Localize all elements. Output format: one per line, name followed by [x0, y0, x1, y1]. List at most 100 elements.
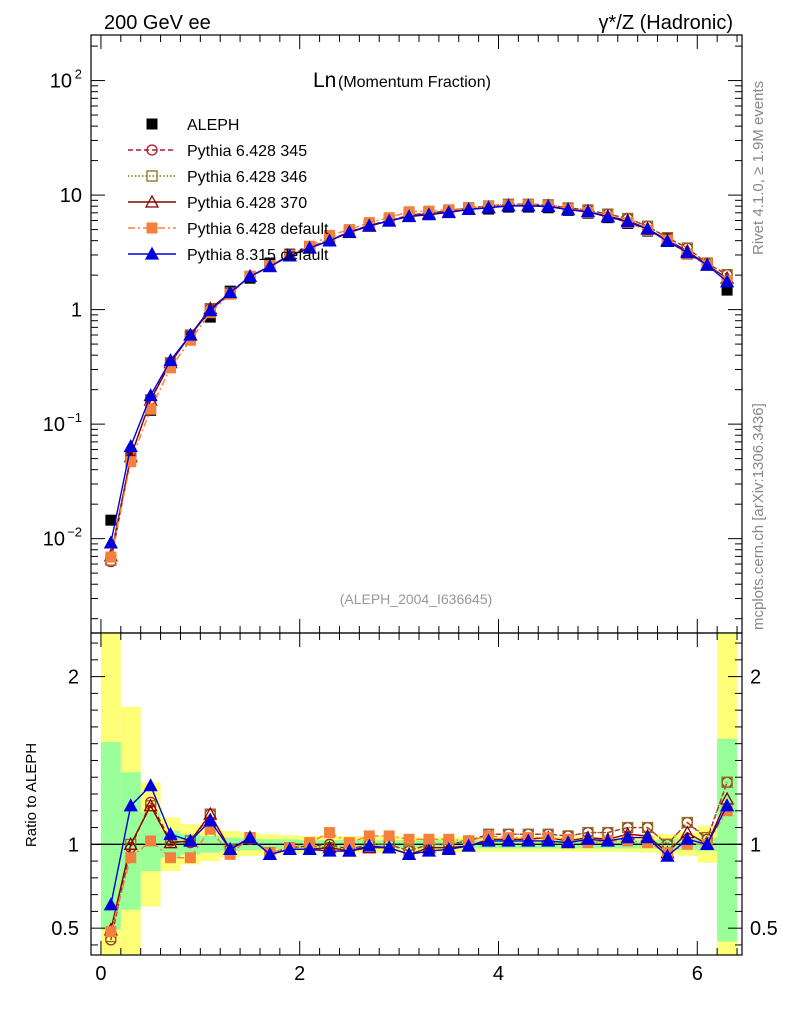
ratio-point [403, 833, 415, 845]
ratio-point [620, 830, 635, 844]
ratio-point [242, 830, 258, 844]
data-point [541, 199, 556, 213]
ratio-point [560, 835, 576, 849]
data-point [560, 202, 576, 216]
x-tick-label: 0 [95, 963, 106, 985]
ratio-point [721, 776, 733, 788]
data-point [125, 456, 137, 468]
ratio-point [580, 831, 596, 845]
data-point [401, 209, 417, 223]
data-point [143, 388, 158, 402]
ratio-point [183, 833, 198, 847]
ratio-point [223, 841, 238, 855]
legend-marker [146, 144, 158, 156]
data-point [501, 198, 516, 212]
ratio-plot: 0.5 0.5 1 1 2 2 0 2 4 6 Ratio to ALEPH [23, 632, 778, 985]
data-point [123, 438, 138, 452]
ratio-y-tick-label: 0.5 [51, 918, 79, 940]
rivet-version-label: Rivet 4.1.0, ≥ 1.9M events [750, 81, 767, 255]
header-process-label: γ*/Z (Hadronic) [599, 12, 733, 34]
ratio-point [143, 778, 158, 792]
data-point [719, 274, 735, 288]
ratio-y-tick-label-right: 1 [750, 834, 761, 856]
legend-marker [146, 118, 158, 130]
ratio-point [145, 835, 157, 847]
ratio-point [421, 843, 437, 857]
ratio-point [481, 833, 496, 847]
ratio-point [103, 897, 118, 911]
ratio-line [110, 798, 728, 931]
y-tick-label: 10 [43, 414, 65, 436]
ratio-point [401, 847, 417, 861]
y-tick-exponent: −2 [67, 525, 82, 540]
x-tick-label: 6 [692, 963, 703, 985]
legend-marker [144, 246, 160, 260]
legend-entry: Pythia 8.315 default [128, 246, 329, 264]
data-point [421, 207, 437, 221]
ratio-y-tick-label-right: 0.5 [750, 918, 778, 940]
data-point [382, 213, 397, 227]
legend-entry: ALEPH [146, 117, 239, 134]
legend-entry: Pythia 6.428 346 [128, 169, 307, 186]
ratio-point [640, 830, 655, 844]
ratio-series-group [103, 776, 735, 946]
ratio-point [423, 833, 435, 845]
ratio-point [461, 838, 476, 852]
data-point [580, 204, 596, 218]
ratio-point [123, 798, 138, 812]
ratio-point [143, 798, 158, 812]
legend-label: Pythia 6.428 346 [187, 169, 307, 186]
analysis-watermark: (ALEPH_2004_I636645) [340, 591, 493, 607]
data-point [163, 353, 178, 367]
data-point [461, 202, 476, 216]
ratio-point [342, 843, 357, 857]
legend-marker [146, 170, 158, 182]
ratio-point [165, 852, 177, 864]
legend: ALEPH Pythia 6.428 345 Pythia 6.428 346 Pyt… [128, 117, 329, 264]
ratio-point [163, 835, 178, 849]
mcplots-source-label: mcplots.cern.ch [arXiv:1306.3436] [750, 403, 767, 630]
ratio-y-tick-label-right: 2 [750, 667, 761, 689]
ratio-point [362, 838, 377, 852]
main-plot: Ln (Momentum Fraction) (ALEPH_2004_I6366… [43, 34, 743, 634]
ratio-point [541, 833, 556, 847]
y-tick-label: 1 [71, 300, 82, 322]
ratio-point [163, 826, 178, 840]
legend-label: Pythia 6.428 default [187, 221, 329, 238]
ratio-uncertainty-bands [100, 633, 738, 955]
data-point [700, 257, 715, 271]
data-point [105, 551, 117, 563]
ratio-point [521, 833, 536, 847]
data-point [342, 224, 357, 238]
data-point [600, 209, 615, 223]
series-5 [103, 198, 735, 549]
data-point [481, 200, 496, 214]
ratio-point [262, 847, 277, 861]
data-point [103, 535, 118, 549]
ratio-point [324, 827, 336, 839]
ratio-y-tick-label: 1 [68, 834, 79, 856]
ratio-point [282, 841, 297, 855]
data-point [282, 248, 297, 262]
inner-band-bin [717, 738, 738, 942]
header-energy-label: 200 GeV ee [104, 12, 211, 34]
ratio-point [660, 848, 675, 862]
data-point [441, 205, 456, 219]
data-point [302, 240, 317, 254]
ratio-point [680, 831, 695, 845]
ratio-point [123, 836, 138, 850]
data-point [262, 259, 277, 273]
ratio-point [203, 813, 218, 827]
legend-marker [146, 222, 158, 234]
ratio-point [383, 830, 395, 842]
ratio-frame [90, 632, 743, 956]
data-point [640, 221, 655, 235]
ratio-line [110, 782, 728, 937]
main-series-group [103, 198, 735, 568]
data-point [362, 218, 377, 232]
data-point [521, 198, 536, 212]
ratio-point [322, 843, 337, 857]
legend-label: Pythia 6.428 345 [187, 143, 307, 160]
ratio-point [184, 852, 196, 864]
